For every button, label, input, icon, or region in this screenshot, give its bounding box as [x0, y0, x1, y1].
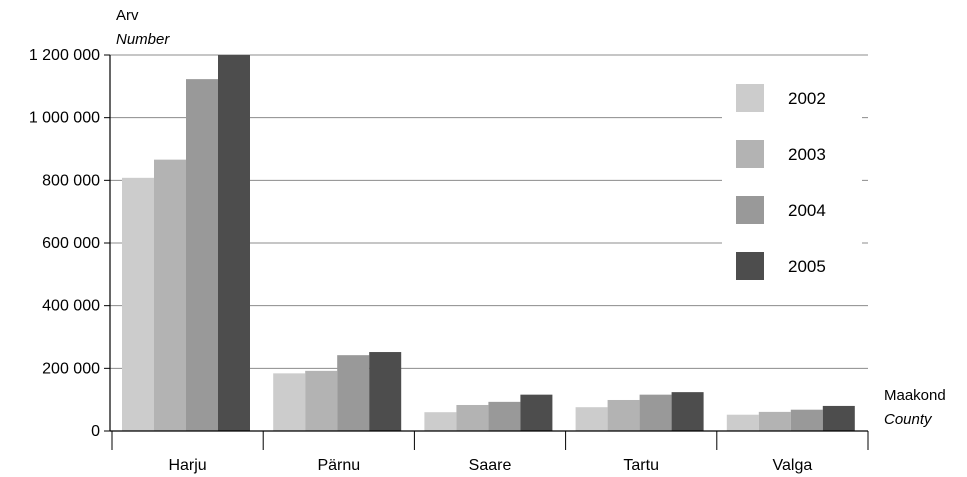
- y-axis-title-en: Number: [116, 31, 170, 48]
- legend-swatch: [736, 140, 764, 168]
- bar: [273, 373, 306, 431]
- legend: 2002 2003 2004 2005: [722, 68, 862, 290]
- bar: [456, 404, 489, 431]
- bar: [186, 79, 218, 432]
- bar: [488, 401, 521, 431]
- bar: [758, 411, 791, 431]
- x-category-labels: Harju Pärnu Saare Tartu Valga: [168, 457, 812, 474]
- legend-swatch: [736, 252, 764, 280]
- y-tick-label: 800 000: [42, 172, 100, 189]
- bar: [726, 414, 759, 431]
- x-category-label: Pärnu: [317, 457, 360, 474]
- y-tick-label: 1 000 000: [29, 110, 100, 127]
- y-tick-labels: 0 200 000 400 000 600 000 800 000 1 000 000 1 …: [29, 47, 100, 440]
- x-category-label: Valga: [773, 457, 813, 474]
- legend-label: 2005: [788, 257, 826, 276]
- y-tick-label: 400 000: [42, 298, 100, 315]
- bar: [639, 394, 672, 431]
- x-axis-title: Maakond: [884, 387, 946, 404]
- x-category-label: Harju: [168, 457, 206, 474]
- x-category-label: Saare: [469, 457, 512, 474]
- axes: [104, 54, 869, 450]
- bar: [671, 392, 704, 431]
- bar: [122, 177, 154, 431]
- legend-label: 2004: [788, 201, 826, 220]
- legend-label: 2002: [788, 89, 826, 108]
- y-tick-label: 200 000: [42, 360, 100, 377]
- bar: [424, 412, 457, 431]
- bar: [520, 394, 553, 431]
- y-tick-label: 0: [91, 423, 100, 440]
- bar: [337, 355, 370, 431]
- bar: [305, 370, 338, 431]
- legend-swatch: [736, 84, 764, 112]
- x-category-label: Tartu: [623, 457, 659, 474]
- bar: [575, 407, 608, 431]
- bar: [369, 352, 402, 431]
- x-axis-title-en: County: [884, 411, 933, 428]
- legend-swatch: [736, 196, 764, 224]
- y-axis-title: Arv: [116, 7, 139, 24]
- bar: [218, 55, 250, 431]
- bars: [122, 55, 855, 432]
- y-tick-label: 600 000: [42, 235, 100, 252]
- bar: [607, 399, 640, 431]
- bar: [790, 409, 823, 431]
- bar: [154, 159, 186, 432]
- bar: [822, 405, 855, 431]
- y-tick-label: 1 200 000: [29, 47, 100, 64]
- legend-label: 2003: [788, 145, 826, 164]
